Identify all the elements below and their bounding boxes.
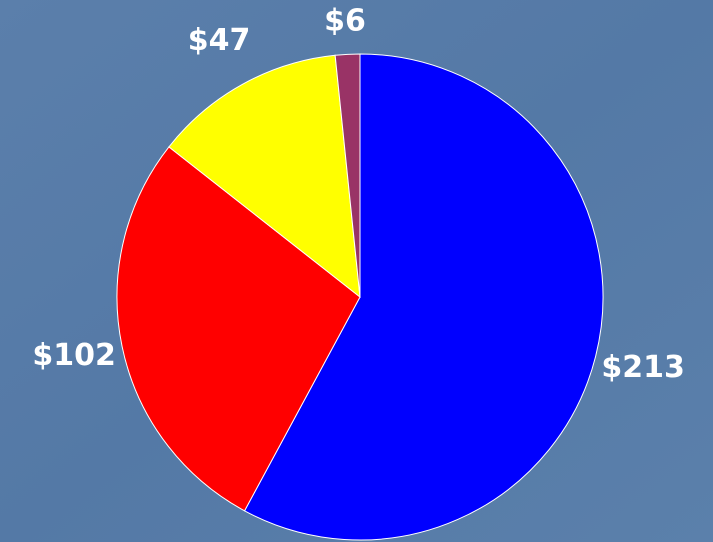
pie-slice — [334, 53, 361, 298]
data-label: $213 — [601, 350, 685, 385]
data-label: $6 — [324, 4, 366, 39]
pie-slice — [168, 54, 361, 299]
pie-slice — [243, 53, 604, 541]
data-label: $47 — [188, 23, 251, 58]
pie-slice — [116, 146, 361, 512]
data-label: $102 — [32, 338, 116, 373]
